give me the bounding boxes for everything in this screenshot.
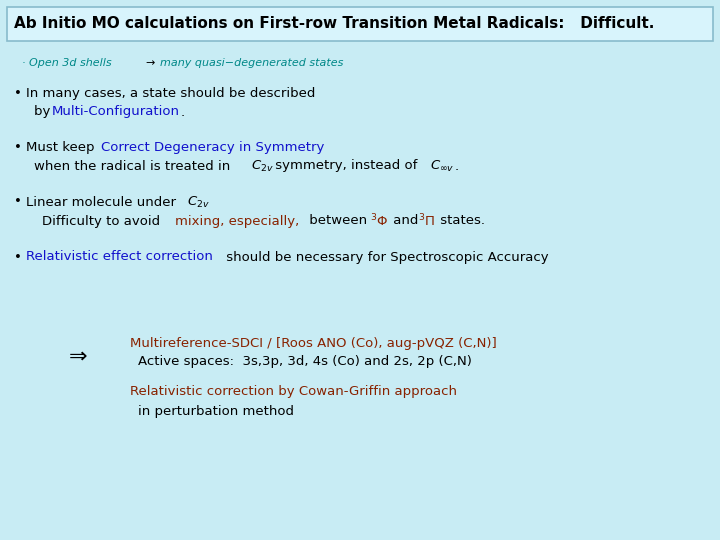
- Text: Correct Degeneracy in Symmetry: Correct Degeneracy in Symmetry: [101, 140, 325, 153]
- Text: Multi-Configuration: Multi-Configuration: [52, 105, 180, 118]
- Text: · Open 3d shells: · Open 3d shells: [22, 58, 112, 68]
- Text: should be necessary for Spectroscopic Accuracy: should be necessary for Spectroscopic Ac…: [222, 251, 549, 264]
- Text: by: by: [34, 105, 55, 118]
- Text: ⇒: ⇒: [68, 347, 87, 367]
- Text: In many cases, a state should be described: In many cases, a state should be describ…: [26, 87, 315, 100]
- Text: $\mathit{C}_{2v}$: $\mathit{C}_{2v}$: [251, 158, 274, 173]
- Text: →: →: [145, 58, 154, 68]
- Text: in perturbation method: in perturbation method: [138, 404, 294, 417]
- Text: .: .: [181, 105, 185, 118]
- Text: Difficulty to avoid: Difficulty to avoid: [42, 214, 164, 227]
- Text: Linear molecule under: Linear molecule under: [26, 195, 180, 208]
- Text: Must keep: Must keep: [26, 140, 99, 153]
- Text: •: •: [14, 195, 22, 208]
- Text: $\mathit{C}_{\infty v}$: $\mathit{C}_{\infty v}$: [430, 158, 454, 173]
- Text: and: and: [389, 214, 423, 227]
- Text: Multireference-SDCI / [Roos ANO (Co), aug-pVQZ (C,N)]: Multireference-SDCI / [Roos ANO (Co), au…: [130, 336, 497, 349]
- Text: when the radical is treated in: when the radical is treated in: [34, 159, 235, 172]
- Text: $^3\Pi$: $^3\Pi$: [418, 213, 435, 230]
- Text: •: •: [14, 140, 22, 153]
- Text: Relativistic correction by Cowan-Griffin approach: Relativistic correction by Cowan-Griffin…: [130, 386, 457, 399]
- Text: symmetry, instead of: symmetry, instead of: [271, 159, 422, 172]
- Text: •: •: [14, 251, 22, 264]
- Text: mixing, especially,: mixing, especially,: [175, 214, 300, 227]
- Text: many quasi−degenerated states: many quasi−degenerated states: [160, 58, 343, 68]
- Text: Ab Initio MO calculations on First-row Transition Metal Radicals:   Difficult.: Ab Initio MO calculations on First-row T…: [14, 17, 654, 31]
- Text: between: between: [305, 214, 372, 227]
- Text: $^3\Phi$: $^3\Phi$: [370, 213, 388, 230]
- Text: Active spaces:  3s,3p, 3d, 4s (Co) and 2s, 2p (C,N): Active spaces: 3s,3p, 3d, 4s (Co) and 2s…: [138, 355, 472, 368]
- Text: .: .: [455, 159, 459, 172]
- Text: •: •: [14, 87, 22, 100]
- FancyBboxPatch shape: [7, 7, 713, 41]
- Text: Relativistic effect correction: Relativistic effect correction: [26, 251, 213, 264]
- Text: states.: states.: [436, 214, 485, 227]
- Text: $\mathit{C}_{2v}$: $\mathit{C}_{2v}$: [187, 194, 210, 210]
